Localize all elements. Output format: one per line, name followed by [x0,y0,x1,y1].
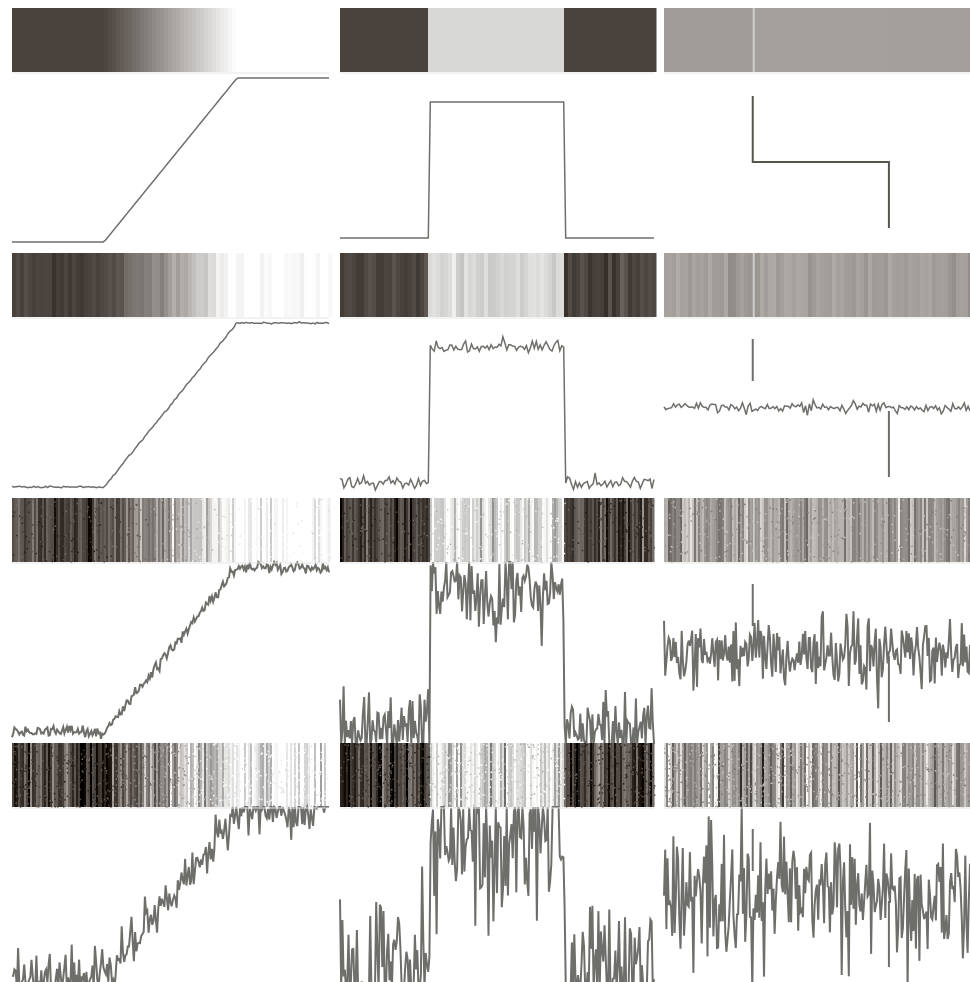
panel-noise-free-small-step [664,8,970,228]
signal-trace [663,584,970,722]
intensity-strip [12,743,331,809]
panel-medium-noise-ramp-edge [11,498,331,740]
intensity-strip [340,743,656,809]
signal-trace [751,96,890,228]
panel-medium-noise-bar-step [339,498,656,747]
intensity-strip [12,253,333,317]
signal-trace [339,333,655,493]
intensity-strip [340,253,657,317]
panel-high-noise-ramp-edge [11,743,331,982]
signal-trace [663,806,970,982]
signal-trace [663,339,970,477]
panel-low-noise-bar-step [339,253,657,493]
signal-trace [11,559,330,740]
panel-low-noise-small-step [663,253,970,477]
intensity-strip [340,498,656,564]
panel-low-noise-ramp-edge [11,253,333,489]
intensity-strip [664,743,970,809]
panel-medium-noise-small-step [663,498,970,722]
signal-trace [339,561,655,747]
intensity-strip [12,498,331,564]
panel-high-noise-small-step [663,743,970,982]
intensity-strip [12,8,333,72]
signal-trace [339,806,655,982]
intensity-strip [664,498,970,564]
intensity-strip [664,253,970,317]
panel-noise-free-bar-step [340,8,657,239]
signal-trace [11,803,329,982]
intensity-strip [340,8,657,72]
signal-trace [12,77,329,243]
signal-trace [340,101,654,239]
signal-trace [11,320,330,489]
intensity-strip [664,8,970,72]
panel-high-noise-bar-step [339,743,656,982]
panel-noise-free-ramp-edge [12,8,333,243]
